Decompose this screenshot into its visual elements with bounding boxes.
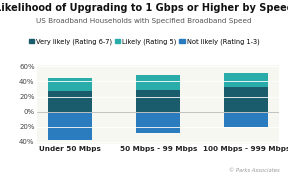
Bar [48,112,92,140]
Text: © Parks Associates: © Parks Associates [229,168,279,173]
Bar [137,75,180,90]
Bar [224,73,268,88]
Legend: Very likely (Rating 6-7), Likely (Rating 5), Not likely (Rating 1-3): Very likely (Rating 6-7), Likely (Rating… [29,38,259,45]
Text: US Broadband Households with Specified Broadband Speed: US Broadband Households with Specified B… [36,18,252,24]
Bar [48,91,92,112]
Bar [224,88,268,112]
Text: Likelihood of Upgrading to 1 Gbps or Higher by Speed: Likelihood of Upgrading to 1 Gbps or Hig… [0,3,288,13]
Bar [224,112,268,127]
Bar [137,90,180,112]
Bar [137,112,180,133]
Bar [48,78,92,91]
